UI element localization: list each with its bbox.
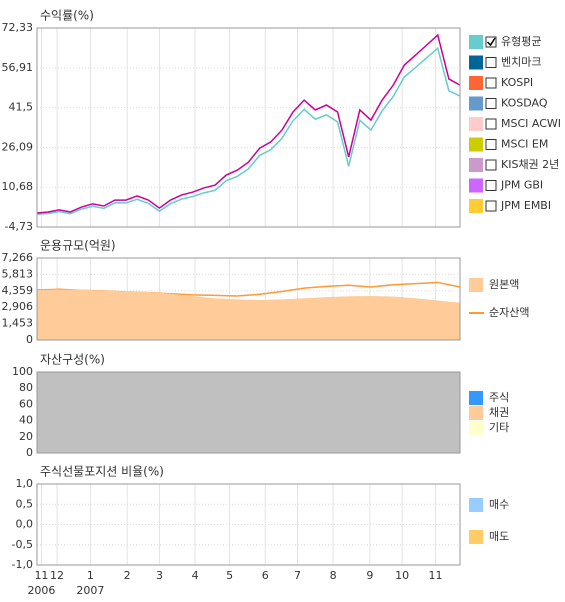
legend-swatch xyxy=(469,76,483,90)
x-tick-label: 2 xyxy=(124,569,131,582)
chart-title: 주식선물포지션 비율(%) xyxy=(40,465,164,479)
y-tick-label: 41,5 xyxy=(9,101,34,114)
y-tick-label: 60 xyxy=(19,397,33,410)
x-tick-label: 3 xyxy=(156,569,163,582)
y-tick-label: 1,0 xyxy=(16,477,34,490)
x-tick-label: 11 xyxy=(429,569,443,582)
plot-border xyxy=(36,257,461,341)
legend-checkbox xyxy=(485,139,497,150)
legend-label: 순자산액 xyxy=(489,306,529,319)
plot-border xyxy=(36,371,461,454)
legend-swatch xyxy=(469,158,483,172)
legend-label: 매수 xyxy=(489,498,509,511)
chart-title: 운용규모(억원) xyxy=(40,239,116,253)
legend-label: KIS채권 2년 xyxy=(501,158,559,171)
y-tick-label: 72,33 xyxy=(2,21,34,34)
legend-label: JPM GBI xyxy=(500,179,543,192)
legend-checkbox xyxy=(485,77,497,89)
y-tick-label: 56,91 xyxy=(2,61,34,74)
legend-swatch xyxy=(469,278,483,292)
legend-label: 벤치마크 xyxy=(501,56,541,69)
legend-checkbox xyxy=(485,180,497,191)
y-tick-label: 26,09 xyxy=(2,140,34,153)
legend-label: 주식 xyxy=(489,391,509,404)
y-tick-label: 2,906 xyxy=(2,300,34,313)
y-tick-label: 0 xyxy=(26,333,33,346)
y-tick-label: 4,359 xyxy=(2,284,34,297)
plot-area xyxy=(37,28,460,227)
line xyxy=(36,46,461,216)
y-tick-label: 5,813 xyxy=(2,267,34,280)
y-tick-label: -1,0 xyxy=(12,558,33,571)
legend-label: MSCI ACWI xyxy=(501,117,561,130)
legend-label: KOSDAQ xyxy=(501,97,548,110)
x-year-label: 2007 xyxy=(76,584,104,597)
legend-swatch xyxy=(469,117,483,131)
y-tick-label: 80 xyxy=(19,381,33,394)
y-tick-label: 0,5 xyxy=(16,497,34,510)
x-tick-label: 1 xyxy=(87,569,94,582)
legend-swatch xyxy=(469,406,483,420)
x-tick-label: 6 xyxy=(262,569,269,582)
chart-title: 자산구성(%) xyxy=(40,353,105,367)
x-tick-label: 7 xyxy=(294,569,301,582)
y-tick-label: 1,453 xyxy=(2,317,34,330)
x-tick-label: 11 xyxy=(34,569,48,582)
x-tick-label: 5 xyxy=(226,569,233,582)
x-tick-label: 4 xyxy=(192,569,199,582)
plot-area xyxy=(37,484,460,565)
x-tick-label: 12 xyxy=(50,569,64,582)
x-tick-label: 9 xyxy=(366,569,373,582)
legend-checkbox xyxy=(485,57,497,68)
legend-checkbox xyxy=(485,159,497,171)
legend-swatch xyxy=(469,137,483,152)
legend-label: 유형평균 xyxy=(501,35,541,48)
line xyxy=(36,33,461,214)
legend-label: JPM EMBI xyxy=(500,199,551,212)
x-year-label: 2006 xyxy=(27,584,55,597)
legend-swatch xyxy=(469,35,483,49)
y-tick-label: -4,73 xyxy=(5,220,33,233)
y-tick-label: 0,0 xyxy=(16,518,34,531)
legend-label: KOSPI xyxy=(501,76,533,89)
legend-label: 매도 xyxy=(489,530,509,543)
legend-label: 기타 xyxy=(489,421,509,434)
legend-swatch xyxy=(469,421,483,435)
legend-label: MSCI EM xyxy=(501,138,548,151)
y-tick-label: 20 xyxy=(19,430,33,443)
legend-swatch xyxy=(469,498,483,512)
area xyxy=(37,372,460,453)
legend-swatch xyxy=(469,391,483,405)
y-tick-label: 7,266 xyxy=(2,251,34,264)
legend-label: 채권 xyxy=(489,406,509,419)
y-tick-label: 40 xyxy=(19,414,33,427)
legend-check xyxy=(486,37,496,47)
y-tick-label: -0,5 xyxy=(12,538,33,551)
y-tick-label: 10,68 xyxy=(2,180,34,193)
legend-swatch xyxy=(469,178,483,193)
legend-checkbox xyxy=(485,98,497,109)
plot-border xyxy=(36,483,461,566)
x-tick-label: 10 xyxy=(395,569,409,582)
x-tick-label: 8 xyxy=(330,569,337,582)
legend-label: 원본액 xyxy=(489,278,519,291)
y-tick-label: 0 xyxy=(26,446,33,459)
legend-swatch xyxy=(469,530,483,544)
chart-title: 수익률(%) xyxy=(40,9,94,23)
legend-checkbox xyxy=(485,36,497,48)
legend-checkbox xyxy=(485,200,497,212)
area xyxy=(37,289,460,340)
plot-border xyxy=(36,27,461,228)
legend-checkbox xyxy=(485,118,497,130)
y-tick-label: 100 xyxy=(12,365,33,378)
legend-swatch xyxy=(469,199,483,213)
legend-swatch xyxy=(469,55,483,70)
legend-swatch xyxy=(469,96,483,111)
